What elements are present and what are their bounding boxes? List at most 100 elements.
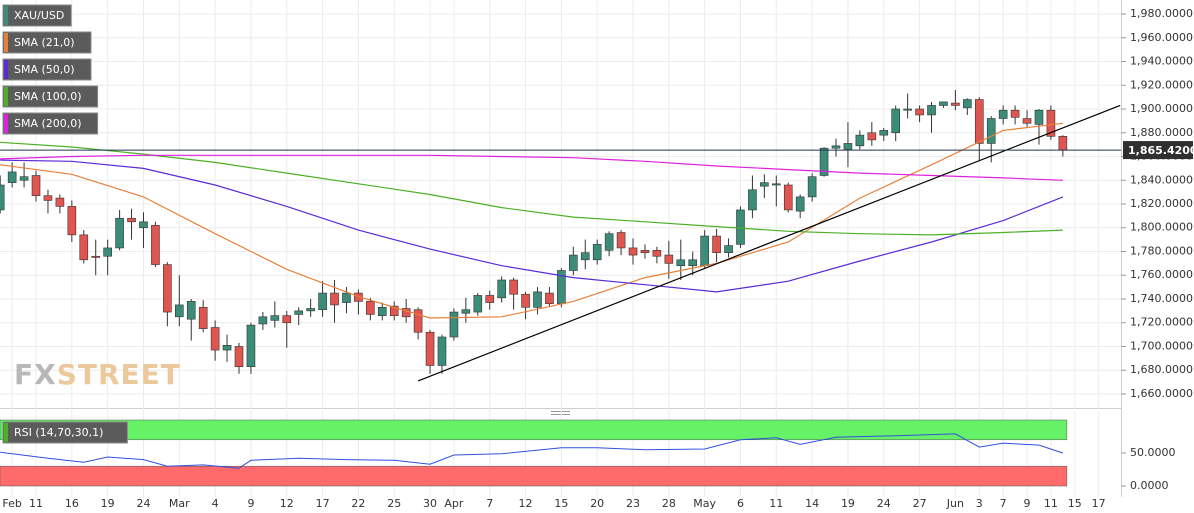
candle-body	[1010, 109, 1020, 118]
candle-body	[628, 247, 638, 256]
x-tick-label: Mar	[169, 497, 190, 510]
candle-body	[712, 235, 721, 253]
candle-body	[1046, 109, 1056, 137]
sma-line	[0, 154, 1063, 181]
y-tick-label: 1,980.0000	[1130, 7, 1193, 20]
candle-body	[569, 254, 578, 271]
candle-body	[318, 292, 327, 310]
x-tick-label: 11	[1044, 497, 1058, 510]
x-tick-label: 9	[247, 497, 254, 510]
candle-body	[688, 259, 698, 267]
watermark-fx: FX	[14, 358, 57, 391]
marks-layer	[0, 90, 1068, 374]
candle-body	[330, 292, 339, 306]
legend-label: SMA (100,0)	[14, 90, 82, 103]
candle-body	[461, 309, 471, 314]
y-tick-label: 1,700.0000	[1130, 339, 1193, 352]
candle-body	[855, 134, 865, 147]
legend-entry[interactable]: SMA (50,0)	[2, 58, 92, 81]
candle-body	[903, 108, 912, 111]
candle-body	[19, 176, 29, 181]
x-tick-label: Jun	[946, 497, 964, 510]
candle-body	[270, 315, 280, 321]
candle-body	[915, 108, 924, 116]
candle-body	[437, 336, 447, 366]
x-tick-label: 24	[136, 497, 150, 510]
candle-body	[974, 99, 984, 144]
candle-body	[640, 250, 650, 253]
x-tick-label: 28	[662, 497, 676, 510]
candle-body	[760, 182, 769, 187]
legend-entry[interactable]: SMA (21,0)	[2, 31, 92, 54]
candle-body	[867, 132, 877, 141]
legend-box	[2, 112, 99, 135]
candle-body	[843, 143, 853, 150]
candle-body	[521, 293, 530, 308]
candle-body	[616, 232, 626, 249]
y-tick-label: 1,920.0000	[1130, 78, 1193, 91]
candle-body	[724, 245, 733, 253]
candle-body	[497, 279, 506, 299]
candle-body	[783, 184, 793, 211]
candle-body	[449, 311, 459, 338]
y-tick-label: 1,900.0000	[1130, 102, 1193, 115]
candle-body	[115, 217, 124, 249]
candle-body	[377, 307, 387, 316]
legend-swatch	[4, 6, 8, 25]
x-tick-label: 12	[519, 497, 533, 510]
legend-swatch	[4, 60, 8, 79]
x-tick-label: 11	[29, 497, 43, 510]
candle-body	[545, 292, 554, 305]
y-tick-label: 1,780.0000	[1130, 244, 1193, 257]
candle-body	[0, 184, 5, 211]
candle-body	[771, 183, 781, 186]
candle-body	[43, 195, 53, 201]
x-tick-label: Apr	[444, 497, 464, 510]
candle-body	[103, 247, 112, 257]
candle-body	[986, 118, 996, 144]
candle-body	[413, 309, 423, 333]
x-tick-label: 4	[212, 497, 219, 510]
y-tick-label: 1,720.0000	[1130, 316, 1193, 329]
candle-body	[807, 176, 817, 198]
y-tick-label: 50.0000	[1130, 446, 1176, 459]
y-tick-label: 1,820.0000	[1130, 197, 1193, 210]
sma-line	[0, 122, 1063, 319]
legend-entry[interactable]: SMA (200,0)	[2, 112, 99, 135]
lines-layer	[0, 104, 1121, 469]
candle-body	[91, 255, 101, 258]
candle-body	[580, 252, 590, 261]
legend-box	[2, 421, 128, 444]
x-tick-label: 7	[486, 497, 493, 510]
candle-body	[210, 327, 220, 351]
x-tick-label: 17	[316, 497, 330, 510]
candle-body	[425, 331, 435, 366]
candle-body	[604, 233, 614, 251]
last-price-box	[1123, 141, 1193, 160]
rsi-band	[0, 465, 1068, 487]
legend-swatch	[4, 114, 8, 133]
candle-body	[485, 295, 495, 303]
legend-swatch	[4, 33, 8, 52]
candle-body	[939, 101, 948, 106]
x-tick-label: 27	[913, 497, 927, 510]
last-price-label: 1,865.4200	[1128, 144, 1194, 157]
x-tick-label: 30	[423, 497, 437, 510]
candle-body	[198, 307, 208, 329]
rsi-legend[interactable]: RSI (14,70,30,1)	[2, 421, 128, 444]
y-tick-label: 1,740.0000	[1130, 292, 1193, 305]
candle-body	[163, 264, 172, 313]
legend-entry[interactable]: XAU/USD	[2, 4, 72, 27]
candle-body	[951, 102, 960, 106]
x-tick-label: 25	[387, 497, 401, 510]
candle-body	[533, 291, 542, 308]
sma-line	[0, 159, 1064, 293]
legend-label: XAU/USD	[14, 9, 64, 22]
legend-entry[interactable]: SMA (100,0)	[2, 85, 99, 108]
x-tick-label: 15	[554, 497, 568, 510]
candle-body	[342, 292, 351, 303]
candle-body	[366, 301, 375, 315]
panel-grip[interactable]	[551, 411, 570, 415]
